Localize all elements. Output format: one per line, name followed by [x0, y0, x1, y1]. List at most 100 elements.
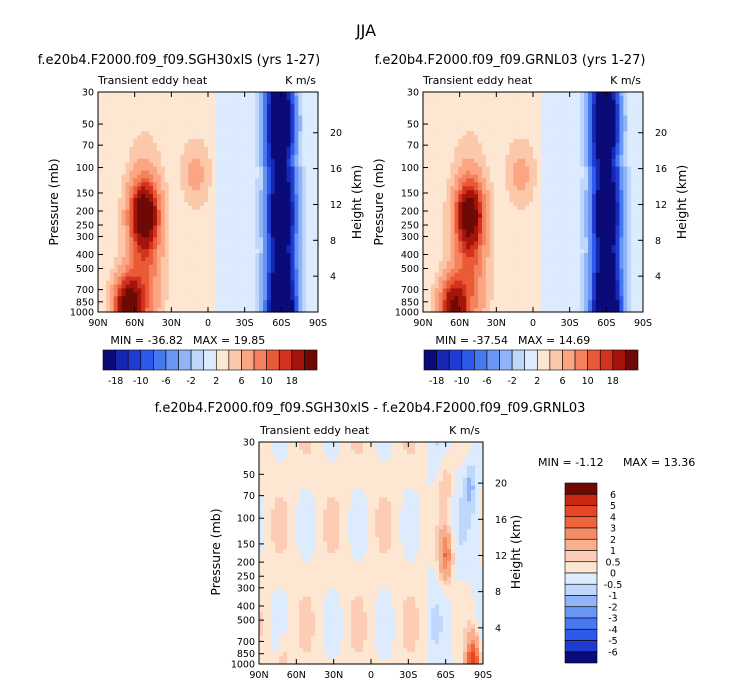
- heat-cell: [270, 147, 276, 152]
- heat-cell: [101, 257, 107, 262]
- heat-cell: [438, 92, 444, 97]
- heat-cell: [223, 135, 229, 140]
- heat-cell: [153, 103, 158, 109]
- heat-cell: [485, 95, 491, 101]
- heat-cell: [192, 245, 197, 250]
- heat-cell: [105, 304, 111, 309]
- heat-cell: [251, 127, 256, 132]
- heat-cell: [286, 221, 292, 227]
- heat-cell: [580, 103, 585, 109]
- heat-cell: [270, 170, 276, 176]
- heat-cell: [129, 292, 134, 297]
- heat-cell: [263, 99, 268, 105]
- heat-cell: [623, 190, 628, 195]
- heat-cell: [298, 221, 303, 227]
- heat-cell: [426, 103, 432, 109]
- heat-cell: [513, 131, 518, 136]
- heat-cell: [446, 127, 452, 132]
- heat-cell: [153, 107, 158, 113]
- heat-cell: [442, 213, 448, 219]
- heat-cell: [105, 272, 111, 278]
- heat-cell: [298, 276, 303, 282]
- heat-cell: [105, 186, 111, 191]
- heat-cell: [101, 304, 107, 309]
- heat-cell: [259, 147, 264, 152]
- heat-cell: [251, 194, 256, 199]
- heat-cell: [172, 95, 178, 101]
- heat-cell: [141, 249, 146, 254]
- heat-cell: [302, 170, 307, 176]
- heat-cell: [627, 194, 632, 199]
- heat-cell: [188, 253, 193, 258]
- heat-cell: [603, 198, 609, 203]
- heat-cell: [560, 202, 566, 207]
- heat-cell: [588, 162, 593, 168]
- heat-cell: [223, 107, 229, 113]
- heat-cell: [450, 107, 456, 113]
- heat-cell: [129, 308, 134, 313]
- heat-cell: [446, 178, 452, 183]
- heat-cell: [164, 300, 170, 305]
- heat-cell: [176, 308, 182, 313]
- heat-cell: [619, 111, 624, 117]
- heat-cell: [474, 99, 479, 105]
- heat-cell: [591, 119, 597, 125]
- heat-cell: [430, 178, 436, 183]
- heat-cell: [509, 135, 514, 140]
- heat-cell: [223, 115, 229, 121]
- heat-cell: [298, 304, 303, 309]
- heat-cell: [611, 127, 617, 132]
- heat-cell: [615, 198, 621, 203]
- heat-cell: [478, 150, 483, 156]
- heat-cell: [125, 150, 131, 156]
- heat-cell: [192, 217, 197, 223]
- heat-cell: [98, 225, 103, 231]
- heat-cell: [215, 225, 221, 231]
- heat-cell: [509, 127, 514, 132]
- heat-cell: [489, 158, 495, 164]
- heat-cell: [239, 92, 244, 97]
- heat-cell: [172, 158, 178, 164]
- heat-cell: [278, 198, 284, 203]
- heat-cell: [227, 186, 233, 191]
- heat-cell: [478, 92, 483, 97]
- heat-cell: [251, 225, 256, 231]
- heat-cell: [611, 111, 617, 117]
- heat-cell: [231, 158, 237, 164]
- heat-cell: [247, 174, 252, 180]
- heat-cell: [544, 147, 550, 152]
- heat-cell: [145, 217, 150, 223]
- heat-cell: [426, 135, 432, 140]
- heat-cell: [599, 166, 605, 172]
- heat-cell: [286, 304, 292, 309]
- heat-cell: [141, 276, 146, 282]
- heat-cell: [493, 205, 499, 211]
- heat-cell: [509, 119, 514, 125]
- heat-cell: [113, 182, 119, 187]
- heat-cell: [172, 115, 178, 121]
- heat-cell: [278, 174, 284, 180]
- heat-cell: [454, 111, 459, 117]
- heat-cell: [109, 111, 115, 117]
- heat-cell: [137, 217, 142, 223]
- heat-cell: [137, 119, 142, 125]
- heat-cell: [294, 162, 299, 168]
- heat-cell: [517, 170, 522, 176]
- heat-cell: [255, 268, 260, 274]
- heat-cell: [423, 115, 428, 121]
- heat-cell: [438, 186, 444, 191]
- heat-cell: [298, 127, 303, 132]
- heat-cell: [430, 135, 436, 140]
- heat-cell: [595, 119, 601, 125]
- heat-cell: [98, 178, 103, 183]
- heat-cell: [540, 127, 546, 132]
- heat-cell: [552, 182, 558, 187]
- height-tick-label: 16: [330, 164, 342, 175]
- heat-cell: [156, 205, 162, 211]
- heat-cell: [591, 198, 597, 203]
- heat-cell: [595, 158, 601, 164]
- heat-cell: [263, 92, 268, 97]
- heat-cell: [529, 194, 534, 199]
- heat-cell: [458, 150, 463, 156]
- heat-cell: [635, 95, 640, 101]
